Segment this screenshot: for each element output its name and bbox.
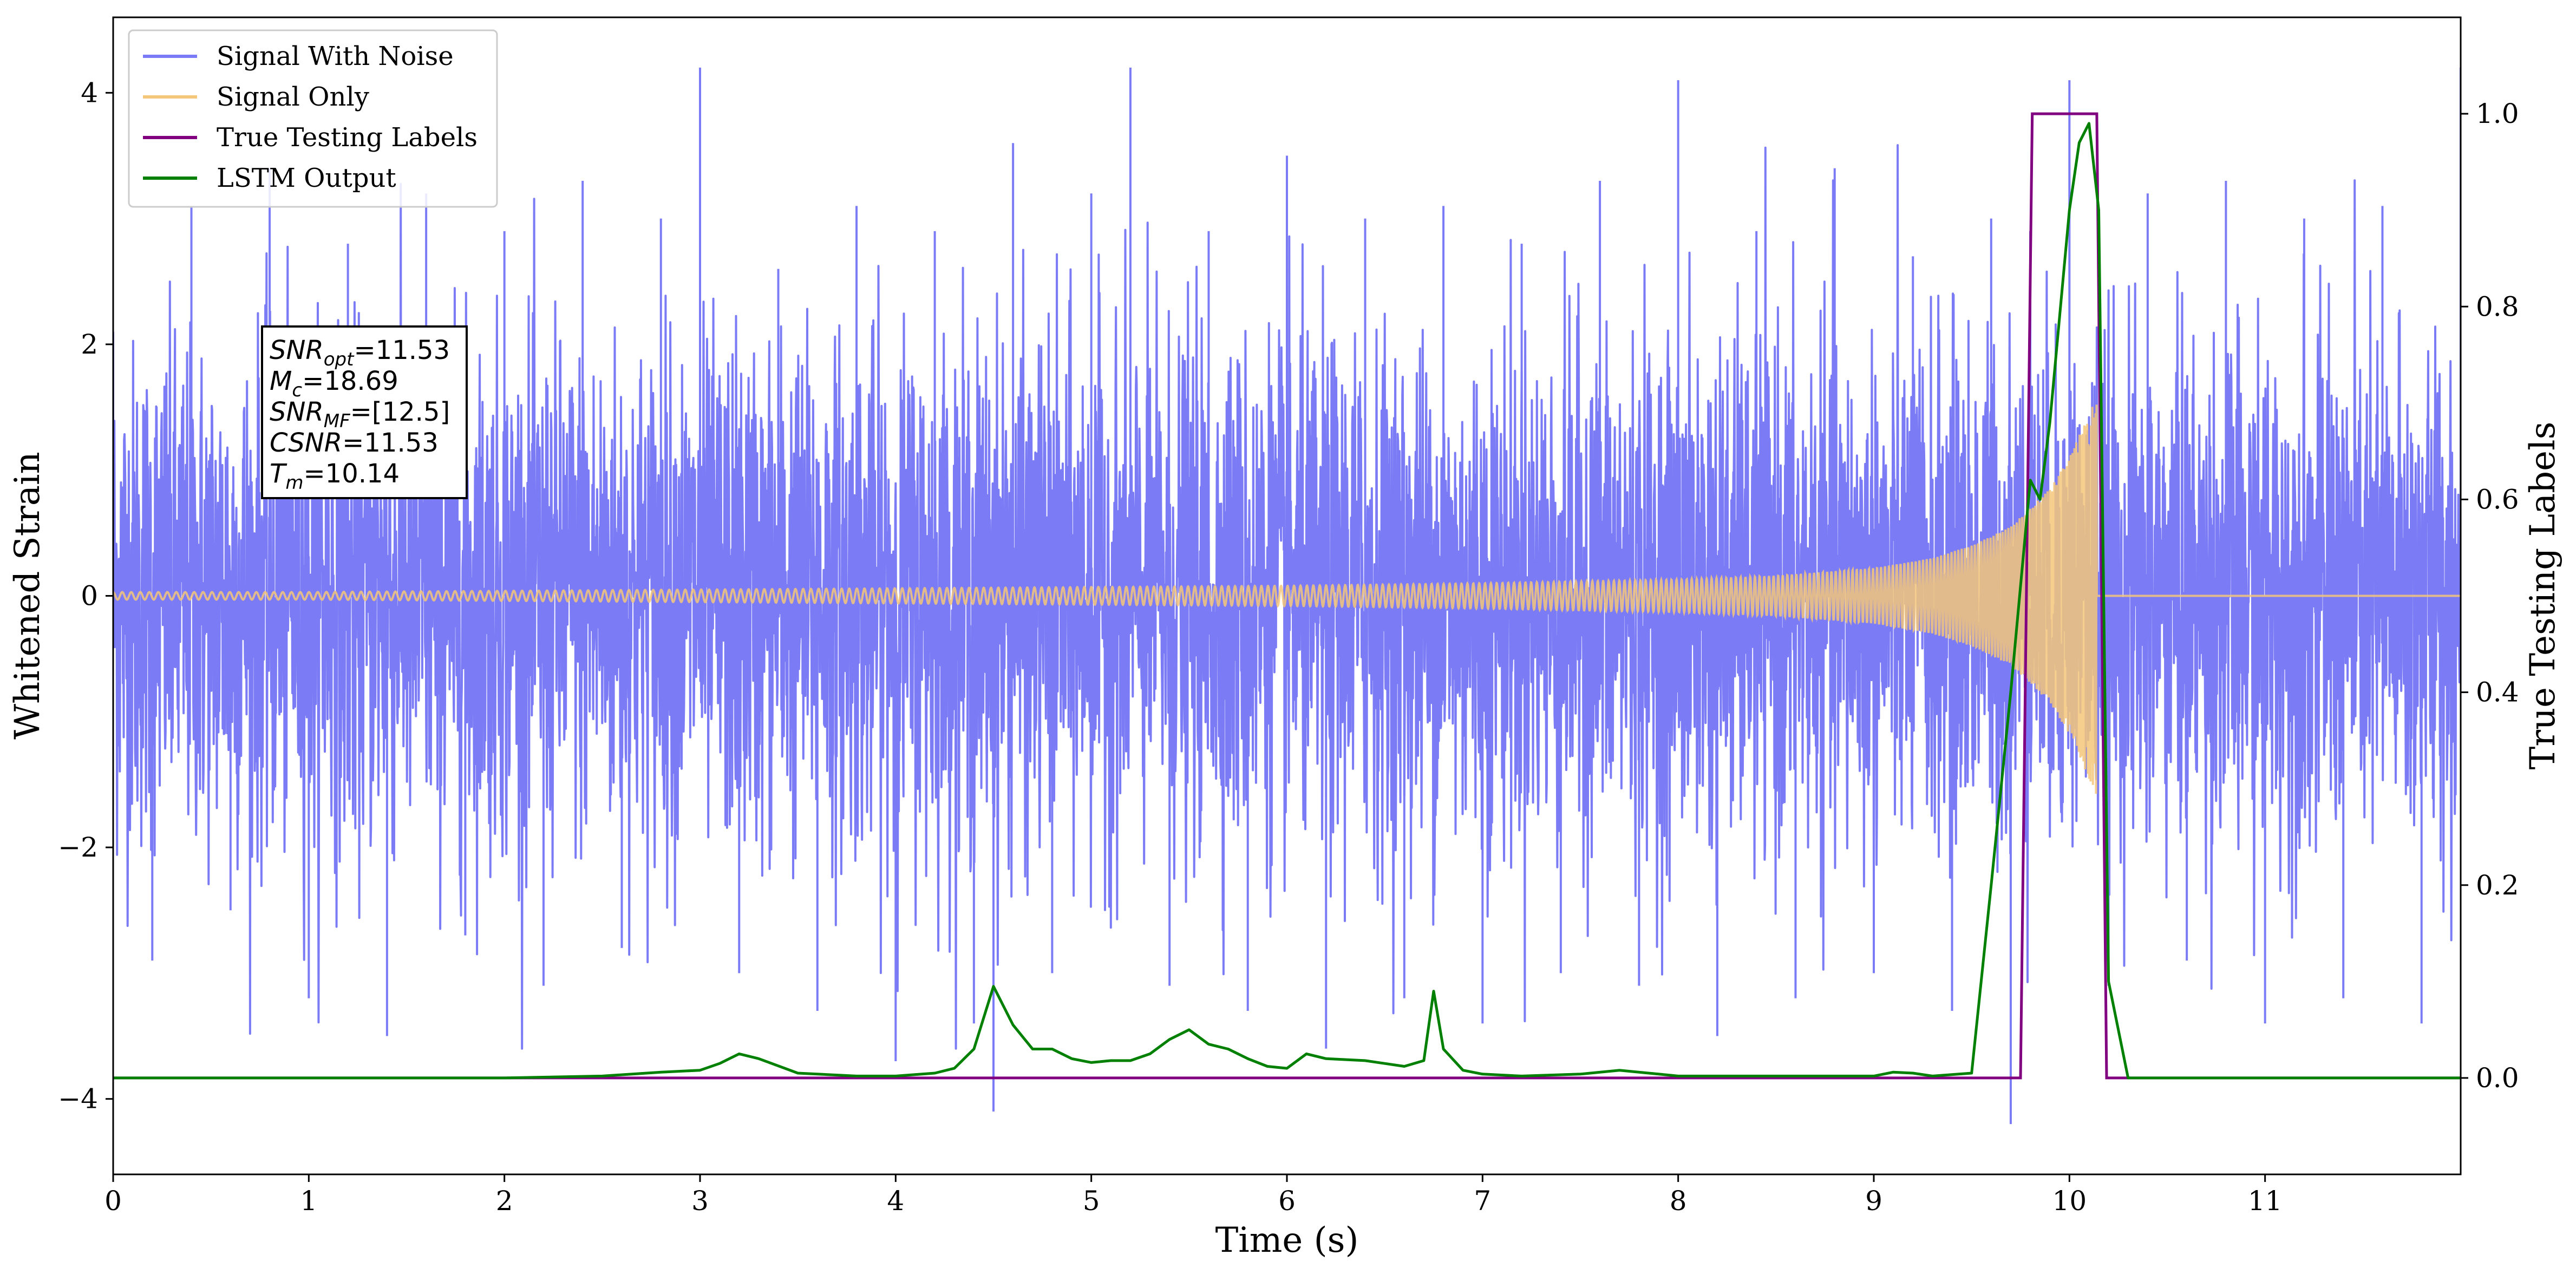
y2-tick-label: 0.4: [2476, 677, 2519, 708]
legend: Signal With Noise Signal Only True Testing…: [128, 29, 498, 208]
y-tick-label: −4: [58, 1083, 98, 1115]
x-axis-title: Time (s): [1215, 1220, 1359, 1260]
annotation-line: CSNR=11.53: [270, 428, 439, 458]
x-tick-label: 11: [2248, 1185, 2283, 1217]
x-tick-label: 2: [496, 1185, 513, 1217]
y-axis-title: Whitened Strain: [8, 452, 48, 739]
legend-label: True Testing Labels: [217, 122, 478, 153]
annotation-line: SNRMF=[12.5]: [270, 397, 450, 432]
x-tick-label: 5: [1083, 1185, 1100, 1217]
signal-with-noise-layer: [113, 67, 2461, 1125]
y-tick-label: −2: [58, 832, 98, 863]
x-tick-label: 7: [1474, 1185, 1491, 1217]
x-tick-label: 8: [1670, 1185, 1687, 1217]
x-tick-label: 3: [691, 1185, 709, 1217]
x-tick-label: 9: [1865, 1185, 1882, 1217]
x-tick-label: 4: [887, 1185, 904, 1217]
x-tick-label: 0: [104, 1185, 122, 1217]
y2-tick-label: 0.2: [2476, 870, 2519, 901]
y-tick-label: 2: [81, 329, 98, 360]
x-tick-label: 10: [2052, 1185, 2087, 1217]
x-axis-ticks: 0 1 2 3 4 5 6 7 8 9 10 11: [104, 1174, 2282, 1217]
lstm-output-layer: [113, 122, 2461, 1080]
y2-tick-label: 0.8: [2476, 291, 2519, 322]
x-tick-label: 6: [1278, 1185, 1296, 1217]
legend-label: Signal Only: [217, 82, 369, 112]
lstm-output-line: [113, 122, 2461, 1080]
signal-only-layer: [113, 404, 2461, 794]
legend-label: LSTM Output: [217, 163, 396, 193]
y2-tick-label: 1.0: [2476, 98, 2519, 129]
annotation-frame: [261, 325, 468, 499]
y2-axis-title: True Testing Labels: [2523, 422, 2563, 770]
y2-axis-ticks: 0.0 0.2 0.4 0.6 0.8 1.0: [2461, 98, 2519, 1094]
x-tick-label: 1: [300, 1185, 317, 1217]
signal-only-line: [113, 404, 2461, 794]
y2-tick-label: 0.0: [2476, 1062, 2519, 1094]
annotation-line: Mc=18.69: [270, 366, 398, 401]
y-tick-label: 4: [81, 77, 98, 108]
y2-tick-label: 0.6: [2476, 484, 2519, 515]
parameter-annotation-box: SNRopt=11.53Mc=18.69SNRMF=[12.5]CSNR=11.…: [261, 325, 468, 499]
annotation-line: SNRopt=11.53: [270, 335, 450, 370]
y-tick-label: 0: [81, 580, 98, 612]
annotation-line: Tm=10.14: [270, 459, 400, 494]
legend-box: [128, 29, 498, 208]
y-axis-ticks: −4 −2 0 2 4: [58, 77, 113, 1115]
legend-label: Signal With Noise: [217, 41, 454, 71]
